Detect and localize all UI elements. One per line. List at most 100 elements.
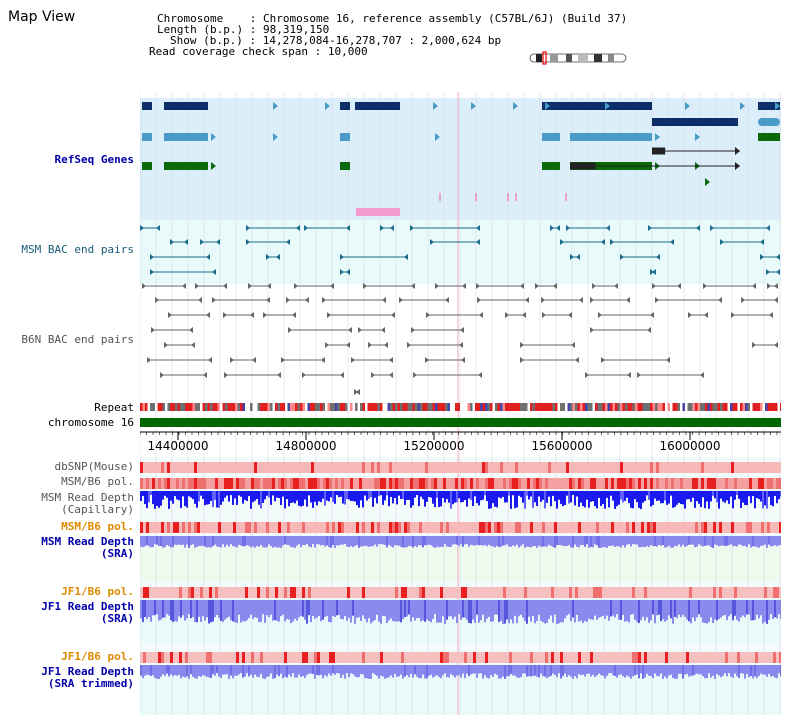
jf1-pol-trim-mark (743, 652, 746, 663)
msm-pol-mark (761, 478, 764, 489)
b6n-bac-pair-end (774, 283, 778, 289)
jf1-depth-trim-bar (352, 665, 354, 675)
track-label-msm-depth-cap[interactable]: MSM Read Depth (Capillary) (41, 492, 134, 516)
jf1-depth-sra-bar (718, 600, 720, 620)
jf1-depth-sra-bar (214, 600, 216, 618)
dbsnp-mark (758, 462, 761, 473)
track-label-msm-b6-pol-2[interactable]: MSM/B6 pol. (61, 520, 134, 533)
msm-depth-sra-bar (672, 536, 674, 548)
jf1-pol-mark (704, 587, 707, 598)
jf1-depth-trim-bar (550, 665, 552, 676)
msm-depth-sra-bar (568, 536, 570, 546)
genome-browser-panel[interactable]: 14400000 14800000 15200000 15600000 16000000 (140, 92, 781, 715)
jf1-depth-trim-bar (516, 665, 518, 678)
track-label-jf1-b6-pol-1[interactable]: JF1/B6 pol. (61, 585, 134, 598)
jf1-depth-sra-bar (454, 600, 456, 617)
jf1-pol-trim-mark (281, 652, 284, 663)
jf1-depth-trim-bar (596, 665, 598, 676)
dbsnp-mark (425, 462, 428, 473)
msm-bac-pair-end (566, 225, 570, 231)
track-label-jf1-b6-pol-2[interactable]: JF1/B6 pol. (61, 650, 134, 663)
jf1-pol-trim-mark (398, 652, 401, 663)
b6n-bac-pair-end (700, 372, 704, 378)
b6n-bac-pair-end (322, 297, 326, 303)
repeat-mark (552, 403, 555, 411)
jf1-pol-mark (470, 587, 473, 598)
msm-depth-cap-bar (272, 491, 274, 496)
track-label-msm-bac[interactable]: MSM BAC end pairs (21, 243, 134, 256)
msm-pol-mark (764, 478, 767, 489)
msm-depth-sra-bar (496, 536, 498, 546)
jf1-pol-trim-mark (755, 652, 758, 663)
jf1-pol-trim-mark (173, 652, 176, 663)
gene-block-light (142, 133, 152, 141)
msm-depth-sra-bar (754, 536, 756, 547)
msm-depth-cap-bar (558, 491, 560, 500)
dbsnp-mark (257, 462, 260, 473)
gene-block-dark (164, 102, 208, 110)
jf1-depth-sra-bar (212, 600, 214, 622)
track-label-msm-depth-sra[interactable]: MSM Read Depth (SRA) (41, 536, 134, 560)
repeat-mark (420, 403, 423, 411)
track-label-msm-b6-pol-1[interactable]: MSM/B6 pol. (61, 475, 134, 488)
jf1-depth-trim-bar (344, 665, 346, 679)
msm-pol-mark (152, 478, 155, 489)
msm-depth-sra-bar (476, 536, 478, 545)
msm-pol-sra-mark (194, 522, 197, 533)
jf1-pol-mark (377, 587, 380, 598)
jf1-depth-trim-bar (420, 665, 422, 679)
jf1-depth-trim-bar (446, 665, 448, 678)
msm-depth-cap-bar (726, 491, 728, 501)
jf1-depth-trim-bar (282, 665, 284, 679)
jf1-depth-sra-bar (574, 600, 576, 623)
jf1-depth-trim-bar (178, 665, 180, 675)
msm-depth-sra-bar (710, 536, 712, 548)
repeat-mark (357, 403, 360, 411)
chromosome-ideogram[interactable] (528, 51, 630, 65)
jf1-pol-mark (728, 587, 731, 598)
jf1-depth-trim-bar (652, 665, 654, 679)
dbsnp-mark (311, 462, 314, 473)
msm-depth-sra-bar (382, 536, 384, 545)
jf1-depth-sra-bar (678, 600, 680, 615)
msm-depth-sra-bar (704, 536, 706, 546)
jf1-depth-trim-bar (362, 665, 364, 675)
msm-depth-sra-bar (220, 536, 222, 548)
msm-depth-sra-bar (520, 536, 522, 546)
msm-pol-sra-mark (563, 522, 566, 533)
track-label-refseq[interactable]: RefSeq Genes (54, 153, 134, 166)
msm-depth-cap-bar (154, 491, 156, 509)
msm-depth-cap-bar (722, 491, 724, 502)
jf1-depth-trim-bar (506, 665, 508, 677)
jf1-depth-trim-bar (490, 665, 492, 676)
track-label-jf1-depth-sra[interactable]: JF1 Read Depth (SRA) (41, 601, 134, 625)
msm-depth-cap-bar (448, 491, 450, 503)
jf1-pol-mark (719, 587, 722, 598)
track-label-repeat[interactable]: Repeat (94, 401, 134, 414)
msm-bac-pair-end (340, 269, 344, 275)
jf1-depth-sra-bar (546, 600, 548, 623)
dbsnp-mark (341, 462, 344, 473)
track-label-b6n-bac[interactable]: B6N BAC end pairs (21, 333, 134, 346)
jf1-pol-trim-mark (254, 652, 257, 663)
dbsnp-mark (155, 462, 158, 473)
repeat-mark (160, 403, 163, 411)
repeat-mark (200, 403, 203, 411)
jf1-pol-mark (185, 587, 188, 598)
repeat-mark (502, 403, 505, 411)
jf1-depth-sra-bar (640, 600, 642, 621)
msm-pol-sra-mark (152, 522, 155, 533)
msm-depth-sra-bar (274, 536, 276, 547)
msm-pol-mark (629, 478, 632, 489)
msm-pol-mark (464, 478, 467, 489)
msm-depth-sra-bar (222, 536, 224, 545)
jf1-pol-mark (647, 587, 650, 598)
msm-depth-sra-bar (510, 536, 512, 547)
repeat-mark (330, 403, 333, 411)
jf1-depth-sra-bar (738, 600, 740, 622)
b6n-bac-pair-end (460, 327, 464, 333)
track-label-jf1-depth-trim[interactable]: JF1 Read Depth (SRA trimmed) (41, 666, 134, 690)
b6n-bac-pair-end (198, 297, 202, 303)
track-label-dbsnp[interactable]: dbSNP(Mouse) (54, 460, 134, 473)
dbsnp-mark (701, 462, 704, 473)
